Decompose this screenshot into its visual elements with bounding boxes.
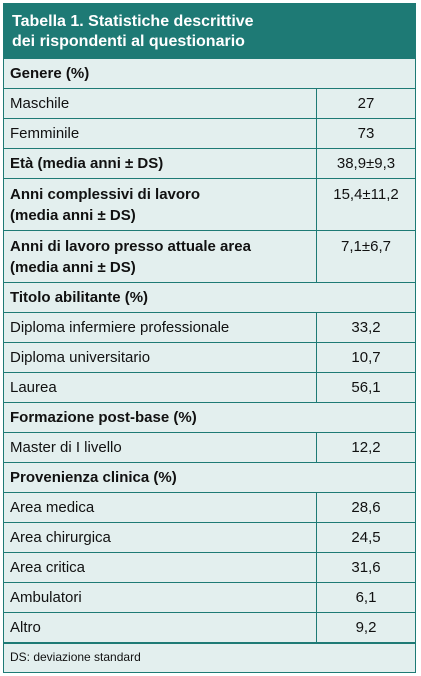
row-value-ambulatori: 6,1 (316, 582, 415, 613)
table-row: Maschile 27 (4, 88, 415, 119)
row-value-area-critica: 31,6 (316, 552, 415, 583)
row-value-area-medica: 28,6 (316, 492, 415, 523)
row-value-anni-area: 7,1±6,7 (316, 230, 415, 283)
section-row-formazione: Formazione post-base (%) (4, 402, 415, 433)
descriptive-stats-table: Genere (%) Maschile 27 Femminile 73 Età … (4, 59, 415, 643)
section-titolo: Titolo abilitante (%) (4, 282, 415, 313)
row-label-eta: Età (media anni ± DS) (4, 148, 317, 179)
table-row: Laurea 56,1 (4, 372, 415, 403)
row-label-anni-area: Anni di lavoro presso attuale area (medi… (4, 230, 317, 283)
table-row: Età (media anni ± DS) 38,9±9,3 (4, 148, 415, 179)
row-value-maschile: 27 (316, 88, 415, 119)
table-footnote: DS: deviazione standard (4, 643, 415, 669)
row-label-area-medica: Area medica (4, 492, 317, 523)
table-row: Diploma infermiere professionale 33,2 (4, 312, 415, 343)
row-value-area-chirurgica: 24,5 (316, 522, 415, 553)
row-value-master: 12,2 (316, 432, 415, 463)
row-value-altro: 9,2 (316, 612, 415, 643)
row-label-area-chirurgica: Area chirurgica (4, 522, 317, 553)
row-value-eta: 38,9±9,3 (316, 148, 415, 179)
section-row-titolo: Titolo abilitante (%) (4, 282, 415, 313)
row-value-diploma-univ: 10,7 (316, 342, 415, 373)
row-label-diploma-prof: Diploma infermiere professionale (4, 312, 317, 343)
table-row: Femminile 73 (4, 118, 415, 149)
table-row: Anni di lavoro presso attuale area (medi… (4, 230, 415, 283)
row-label-femminile: Femminile (4, 118, 317, 149)
section-row-provenienza: Provenienza clinica (%) (4, 462, 415, 493)
table-row: Diploma universitario 10,7 (4, 342, 415, 373)
row-label-maschile: Maschile (4, 88, 317, 119)
table-row: Altro 9,2 (4, 612, 415, 643)
row-label-ambulatori: Ambulatori (4, 582, 317, 613)
table-row: Area medica 28,6 (4, 492, 415, 523)
table-row: Ambulatori 6,1 (4, 582, 415, 613)
row-label-altro: Altro (4, 612, 317, 643)
row-value-anni-complessivi: 15,4±11,2 (316, 178, 415, 231)
section-formazione: Formazione post-base (%) (4, 402, 415, 433)
table-row: Area chirurgica 24,5 (4, 522, 415, 553)
row-label-laurea: Laurea (4, 372, 317, 403)
table-row: Area critica 31,6 (4, 552, 415, 583)
statistics-table-box: Tabella 1. Statistiche descrittive dei r… (3, 3, 416, 673)
section-provenienza: Provenienza clinica (%) (4, 462, 415, 493)
table-row: Anni complessivi di lavoro (media anni ±… (4, 178, 415, 231)
table-title: Tabella 1. Statistiche descrittive dei r… (4, 4, 415, 59)
table-row: Master di I livello 12,2 (4, 432, 415, 463)
row-value-femminile: 73 (316, 118, 415, 149)
section-genere: Genere (%) (4, 59, 415, 89)
row-label-master: Master di I livello (4, 432, 317, 463)
row-label-anni-complessivi: Anni complessivi di lavoro (media anni ±… (4, 178, 317, 231)
row-label-diploma-univ: Diploma universitario (4, 342, 317, 373)
section-row-genere: Genere (%) (4, 59, 415, 89)
row-label-area-critica: Area critica (4, 552, 317, 583)
row-value-diploma-prof: 33,2 (316, 312, 415, 343)
row-value-laurea: 56,1 (316, 372, 415, 403)
